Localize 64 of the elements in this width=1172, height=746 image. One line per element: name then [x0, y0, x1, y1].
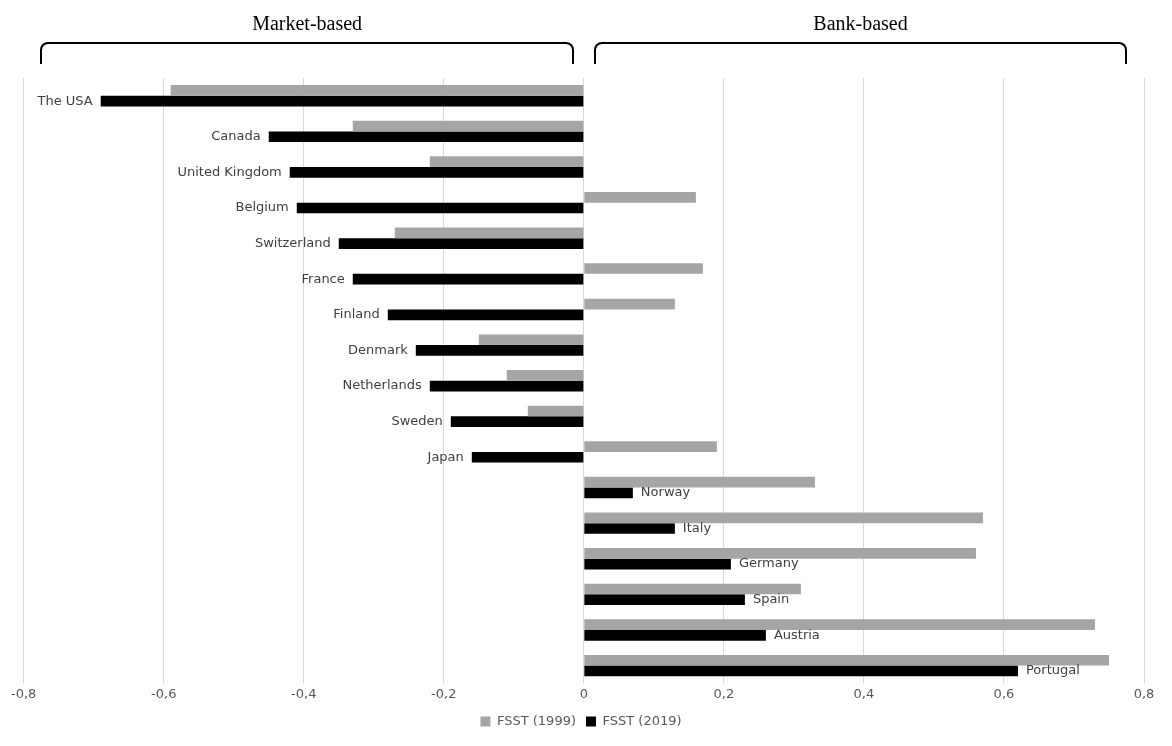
legend-label: FSST (2019) — [602, 712, 682, 728]
y-tick-label: Spain — [752, 591, 790, 607]
bar — [584, 594, 745, 606]
bar — [394, 227, 584, 239]
y-tick-label: Japan — [426, 448, 464, 464]
y-tick-label: United Kingdom — [177, 163, 282, 179]
bar — [584, 665, 1018, 677]
bar — [584, 298, 675, 310]
bar — [584, 629, 766, 641]
y-tick-label: France — [301, 270, 345, 286]
bar — [289, 167, 584, 178]
y-tick-label: Belgium — [235, 199, 289, 215]
text: Bank-based — [812, 12, 909, 35]
bar — [584, 263, 703, 274]
y-tick-label: Netherlands — [342, 377, 423, 393]
x-tick-label: -0,6 — [151, 685, 177, 701]
bar — [584, 476, 815, 488]
y-tick-label: Canada — [211, 128, 261, 144]
bar — [352, 273, 584, 285]
bar — [170, 85, 584, 96]
y-tick-label: Austria — [773, 626, 820, 642]
bar — [527, 405, 584, 417]
y-tick-label: Portugal — [1025, 662, 1080, 678]
bar — [584, 558, 731, 570]
bar — [584, 654, 1109, 666]
bar — [429, 380, 584, 392]
bar — [584, 441, 717, 452]
bar — [584, 548, 976, 559]
bar — [584, 191, 696, 203]
bar — [471, 451, 584, 463]
bar — [584, 487, 633, 499]
bar — [584, 619, 1095, 630]
bar — [352, 120, 584, 132]
x-tick-label: 0,8 — [1133, 685, 1155, 701]
bar — [584, 583, 801, 595]
bar — [450, 416, 584, 427]
x-tick-label: 0,6 — [993, 685, 1015, 701]
bar — [296, 202, 584, 214]
bar — [584, 512, 983, 524]
bar — [506, 370, 584, 381]
y-tick-label: Finland — [333, 306, 380, 322]
bar — [387, 309, 584, 321]
bar — [429, 156, 584, 168]
x-tick-label: 0,4 — [853, 685, 875, 701]
x-tick-label: -0,4 — [291, 685, 317, 701]
y-tick-label: The USA — [36, 92, 93, 108]
y-tick-label: Sweden — [391, 413, 443, 429]
y-tick-label: Norway — [640, 484, 691, 500]
legend-label: FSST (1999) — [496, 712, 577, 728]
y-tick-label: Germany — [738, 555, 799, 571]
x-tick-label: -0,2 — [431, 685, 457, 701]
x-tick-label: 0 — [579, 685, 588, 701]
y-tick-label: Denmark — [348, 341, 409, 357]
text: Market-based — [251, 12, 364, 35]
bar — [415, 345, 584, 356]
bar — [478, 334, 584, 346]
bar — [584, 523, 675, 534]
bar — [100, 95, 584, 107]
y-tick-label: Italy — [682, 519, 712, 535]
bar — [268, 131, 584, 143]
x-tick-label: -0,8 — [11, 685, 37, 701]
bar — [338, 238, 584, 249]
y-tick-label: Switzerland — [254, 234, 331, 250]
x-tick-label: 0,2 — [713, 685, 735, 701]
